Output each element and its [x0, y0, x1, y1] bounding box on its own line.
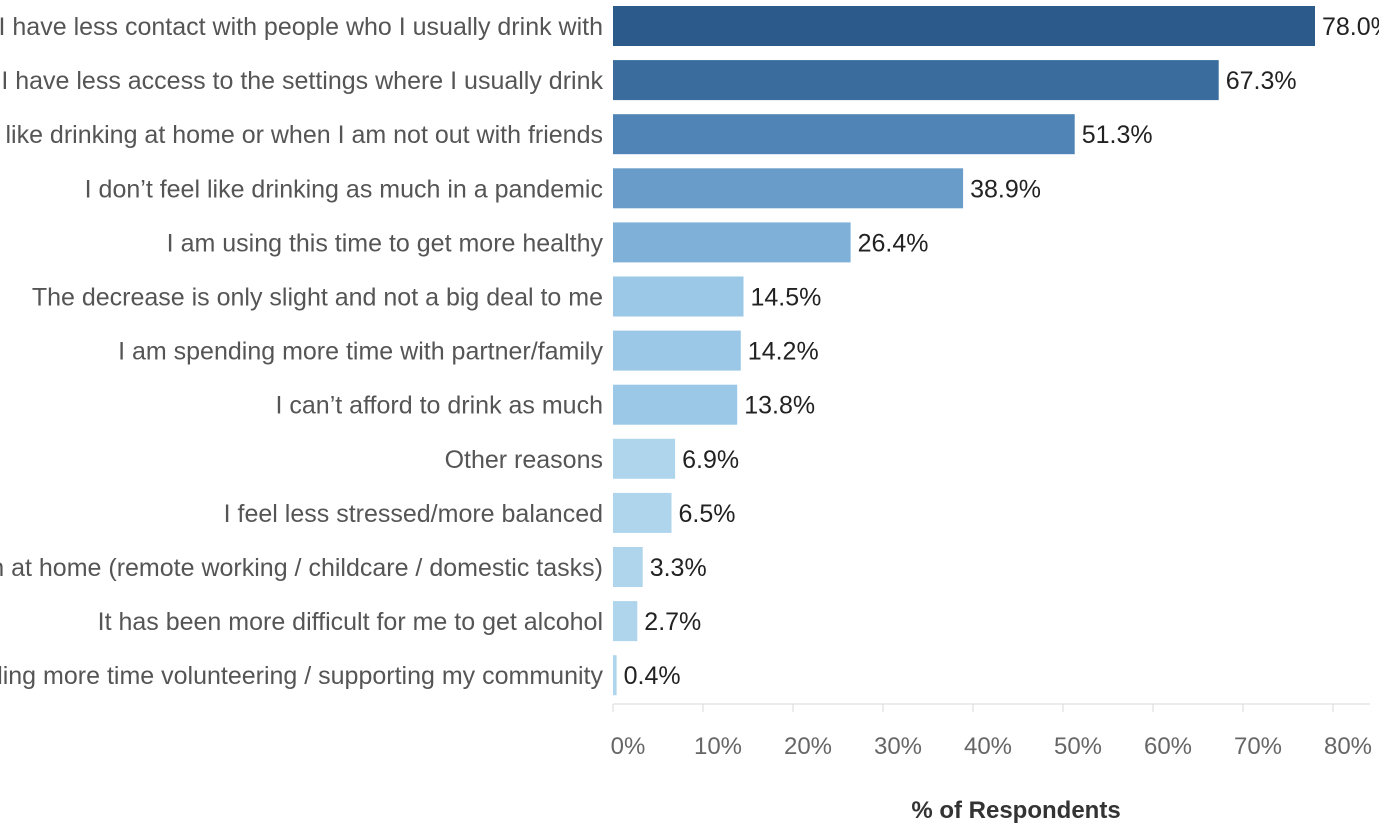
- category-label: The decrease is only slight and not a bi…: [32, 284, 603, 312]
- value-label: 3.3%: [650, 554, 707, 582]
- category-label: I am spending more time volunteering / s…: [0, 662, 603, 690]
- bar: [613, 547, 643, 587]
- bar: [613, 384, 738, 425]
- value-label: 67.3%: [1226, 67, 1297, 95]
- category-label: I don’t feel like drinking as much in a …: [85, 175, 603, 203]
- category-label: ime now I am at home (remote working / c…: [0, 554, 603, 582]
- value-label: 13.8%: [744, 392, 815, 420]
- x-tick-label: 50%: [1054, 733, 1102, 760]
- bar: [613, 222, 851, 263]
- value-label: 14.5%: [751, 284, 822, 312]
- category-label: I have less access to the settings where…: [1, 67, 603, 95]
- bar: [613, 114, 1075, 155]
- value-label: 14.2%: [748, 338, 819, 366]
- value-label: 26.4%: [858, 229, 929, 257]
- category-labels: I have less contact with people who I us…: [0, 13, 603, 690]
- x-tick-label: 0%: [611, 733, 646, 760]
- category-label: I can’t afford to drink as much: [276, 392, 603, 420]
- bar: [613, 168, 964, 209]
- x-tick-label: 30%: [874, 733, 922, 760]
- x-tick-label: 40%: [964, 733, 1012, 760]
- bar: [613, 438, 676, 479]
- x-axis-title: % of Respondents: [911, 797, 1120, 824]
- bars: [613, 6, 1315, 696]
- category-label: I have less contact with people who I us…: [0, 13, 603, 41]
- value-label: 51.3%: [1082, 121, 1153, 149]
- category-label: Other reasons: [445, 446, 603, 474]
- value-labels: 78.0% 67.3% 51.3% 38.9% 26.4% 14.5% 14.2% 13.8%…: [624, 13, 1379, 690]
- category-label: I don’t like drinking at home or when I …: [0, 121, 603, 149]
- bar: [613, 492, 672, 533]
- bar: [613, 655, 617, 696]
- bar: [613, 6, 1315, 46]
- x-tick-label: 20%: [784, 733, 832, 760]
- x-tick-label: 60%: [1144, 733, 1192, 760]
- category-label: I am using this time to get more healthy: [167, 229, 604, 257]
- value-label: 38.9%: [970, 175, 1041, 203]
- x-axis-ticks: 0% 10% 20% 30% 40% 50% 60% 70% 80%: [611, 704, 1372, 760]
- bar: [613, 601, 638, 642]
- value-label: 6.5%: [679, 500, 736, 528]
- bar: [613, 276, 744, 317]
- bar: [613, 60, 1219, 101]
- x-tick-label: 10%: [694, 733, 742, 760]
- value-label: 78.0%: [1322, 13, 1379, 41]
- category-label: I feel less stressed/more balanced: [224, 500, 603, 528]
- value-label: 2.7%: [644, 608, 701, 636]
- value-label: 6.9%: [682, 446, 739, 474]
- bar: [613, 330, 741, 371]
- value-label: 0.4%: [624, 662, 681, 690]
- category-label: I am spending more time with partner/fam…: [118, 338, 603, 366]
- x-tick-label: 80%: [1324, 733, 1372, 760]
- category-label: It has been more difficult for me to get…: [98, 608, 603, 636]
- x-tick-label: 70%: [1234, 733, 1282, 760]
